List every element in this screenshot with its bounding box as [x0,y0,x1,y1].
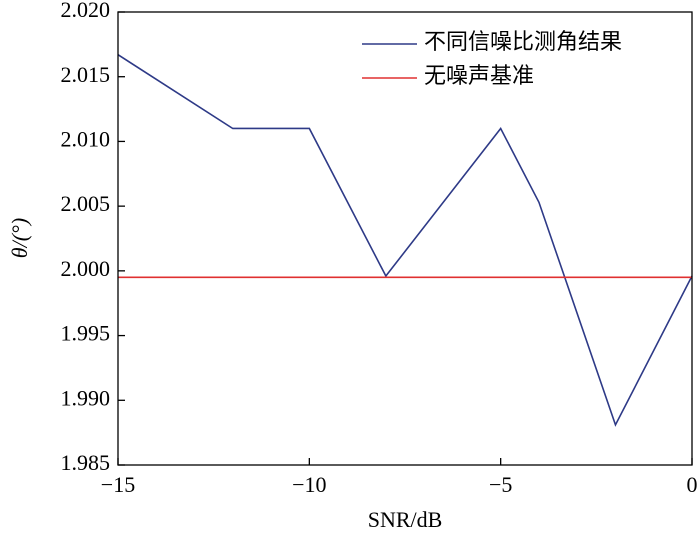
y-tick-label: 1.995 [61,321,111,346]
series-line [117,54,693,427]
y-tick-label: 2.010 [61,126,111,151]
x-tick-label: −15 [101,472,135,497]
y-tick-label: 2.020 [61,0,111,22]
legend-label: 无噪声基准 [424,63,534,88]
x-tick-label: −10 [292,472,326,497]
x-tick-label: 0 [687,472,698,497]
y-axis-label: θ/(°) [7,218,32,258]
y-tick-label: 2.000 [61,256,111,281]
y-tick-label: 1.985 [61,450,111,475]
legend-label: 不同信噪比测角结果 [424,29,622,54]
y-tick-label: 2.015 [61,62,111,87]
plot-frame [117,11,693,466]
x-tick-label: −5 [489,472,512,497]
y-tick-label: 2.005 [61,191,111,216]
y-tick-label: 1.990 [61,385,111,410]
x-axis-label: SNR/dB [368,507,443,532]
